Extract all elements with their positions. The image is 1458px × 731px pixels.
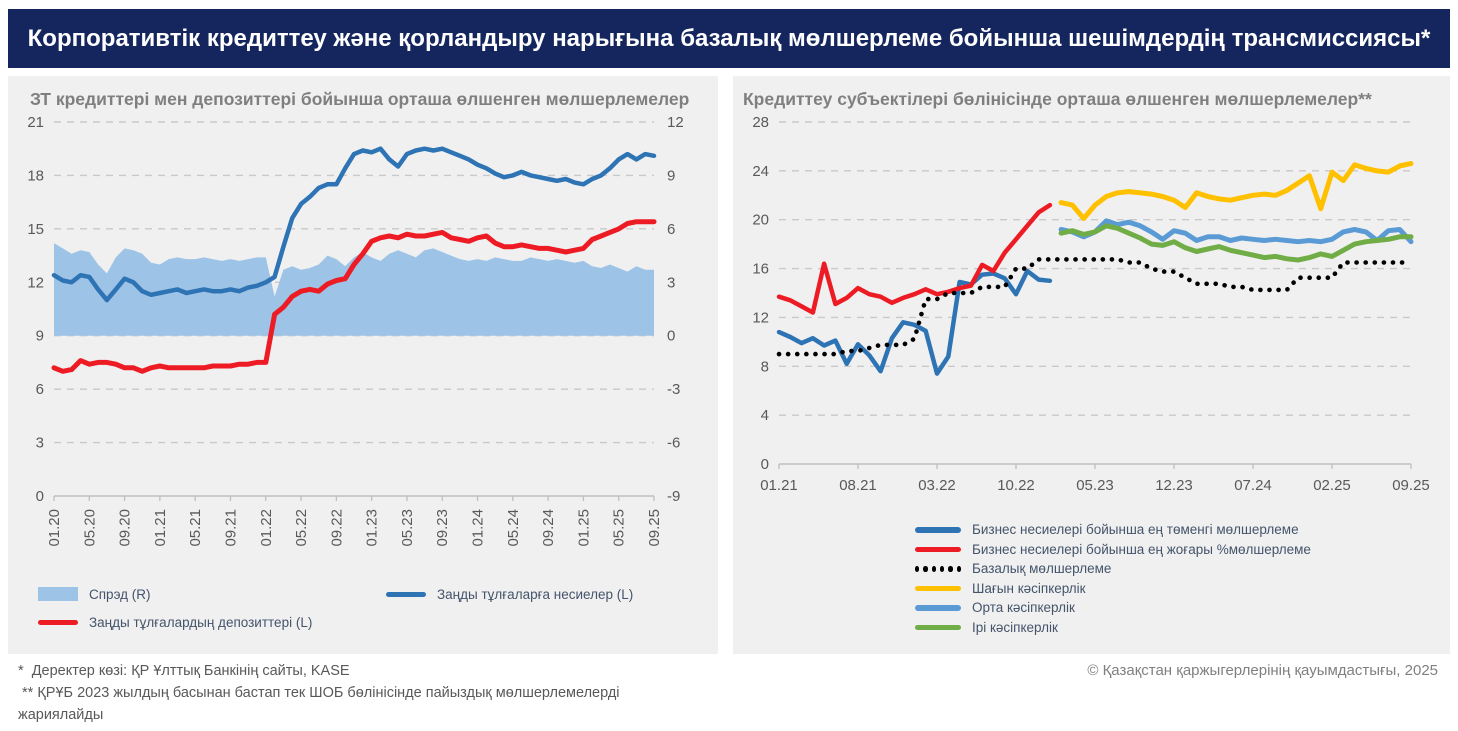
svg-text:28: 28 (752, 114, 769, 131)
svg-text:9: 9 (667, 167, 675, 184)
svg-text:05.22: 05.22 (293, 509, 310, 547)
svg-text:20: 20 (752, 212, 769, 229)
svg-text:-9: -9 (667, 488, 680, 505)
svg-text:3: 3 (667, 274, 675, 291)
svg-text:01.21: 01.21 (152, 509, 169, 547)
legend-dotted-swatch (915, 566, 961, 572)
legend-label: Заңды тұлғалардың депозиттері (L) (89, 614, 313, 630)
legend-label: Заңды тұлғаларға несиелер (L) (437, 586, 634, 602)
footnote-source: * Деректер көзі: ҚР Ұлттық Банкінің сайт… (18, 663, 350, 679)
svg-text:01.25: 01.25 (575, 509, 592, 547)
svg-text:21: 21 (27, 114, 44, 131)
svg-text:10.22: 10.22 (997, 477, 1035, 494)
svg-text:8: 8 (761, 358, 769, 375)
loans-deposits-panel: ЗТ кредиттері мен депозиттері бойынша ор… (8, 76, 718, 654)
svg-text:15: 15 (27, 221, 44, 238)
business-segments-panel: Кредиттеу субъектілері бөлінісінде орташ… (733, 76, 1450, 654)
copyright-note: © Қазақстан қаржыгерлерінің қауымдастығы… (1087, 662, 1438, 679)
svg-text:18: 18 (27, 167, 44, 184)
svg-text:05.23: 05.23 (399, 509, 416, 547)
legend-label: Базалық мөлшерлеме (972, 561, 1112, 577)
svg-text:12: 12 (752, 309, 769, 326)
legend-item-1: Бизнес несиелері бойынша ең жоғары %мөлш… (915, 540, 1450, 560)
legend-label: Бизнес несиелері бойынша ең төменгі мөлш… (972, 522, 1299, 538)
svg-text:01.24: 01.24 (470, 509, 487, 547)
legend-line-swatch (386, 591, 426, 597)
legend-item-0: Бизнес несиелері бойынша ең төменгі мөлш… (915, 520, 1450, 540)
business-segments-chart-title: Кредиттеу субъектілері бөлінісінде орташ… (743, 89, 1372, 109)
svg-text:03.22: 03.22 (918, 477, 956, 494)
svg-text:07.24: 07.24 (1234, 477, 1272, 494)
legend-line-swatch (915, 624, 961, 630)
legend-area-swatch (38, 587, 78, 601)
svg-text:0: 0 (36, 488, 44, 505)
legend-item-1: Заңды тұлғаларға несиелер (L) (386, 580, 633, 608)
svg-text:16: 16 (752, 261, 769, 278)
svg-text:4: 4 (761, 407, 769, 424)
svg-text:6: 6 (36, 381, 44, 398)
charts-row: ЗТ кредиттері мен депозиттері бойынша ор… (8, 76, 1450, 654)
legend-label: Спрэд (R) (89, 586, 151, 602)
loans-deposits-chart-title: ЗТ кредиттері мен депозиттері бойынша ор… (30, 89, 690, 109)
svg-text:05.23: 05.23 (1076, 477, 1114, 494)
svg-text:05.21: 05.21 (187, 509, 204, 547)
svg-text:01.21: 01.21 (760, 477, 798, 494)
svg-text:12: 12 (27, 274, 44, 291)
page-title-bar: Корпоративтік кредиттеу және қорландыру … (8, 9, 1450, 68)
svg-text:09.22: 09.22 (328, 509, 345, 547)
footnote-methodology: ** ҚРҰБ 2023 жылдың басынан бастап тек Ш… (18, 684, 624, 723)
legend-item-5: Ірі кәсіпкерлік (915, 618, 1450, 638)
legend-item-2: Базалық мөлшерлеме (915, 559, 1450, 579)
legend-line-swatch (915, 585, 961, 591)
legend-line-swatch (915, 546, 961, 552)
svg-text:08.21: 08.21 (839, 477, 877, 494)
svg-text:01.23: 01.23 (364, 509, 381, 547)
svg-text:09.21: 09.21 (222, 509, 239, 547)
legend-label: Ірі кәсіпкерлік (972, 619, 1058, 635)
svg-text:05.25: 05.25 (611, 509, 628, 547)
legend-line-swatch (915, 527, 961, 533)
legend-line-swatch (38, 619, 78, 625)
business-segments-legend: Бизнес несиелері бойынша ең төменгі мөлш… (915, 520, 1450, 637)
legend-item-4: Орта кәсіпкерлік (915, 598, 1450, 618)
svg-text:09.25: 09.25 (646, 509, 663, 547)
legend-label: Орта кәсіпкерлік (972, 600, 1075, 616)
loans-deposits-chart: 0 3 6 9 12 15 18 21 -9 -6 -3 0 3 6 9 12 01.20 05.20 09.20 0… (27, 114, 684, 547)
page-title: Корпоративтік кредиттеу және қорландыру … (27, 25, 1431, 52)
legend-item-0: Спрэд (R) (38, 580, 386, 608)
svg-text:09.25: 09.25 (1392, 477, 1430, 494)
svg-text:-3: -3 (667, 381, 680, 398)
legend-label: Бизнес несиелері бойынша ең жоғары %мөлш… (972, 541, 1311, 557)
svg-text:01.22: 01.22 (258, 509, 275, 547)
svg-text:12: 12 (667, 114, 684, 131)
svg-text:05.20: 05.20 (81, 509, 98, 547)
svg-text:09.24: 09.24 (540, 509, 557, 547)
svg-text:05.24: 05.24 (505, 509, 522, 547)
svg-text:12.23: 12.23 (1155, 477, 1193, 494)
loans-deposits-legend: Спрэд (R) Заңды тұлғаларға несиелер (L) За… (38, 580, 718, 636)
svg-text:0: 0 (761, 456, 769, 473)
svg-text:6: 6 (667, 221, 675, 238)
footnotes-area: * Деректер көзі: ҚР Ұлттық Банкінің сайт… (8, 661, 1450, 726)
svg-text:9: 9 (36, 328, 44, 345)
svg-text:24: 24 (752, 163, 769, 180)
legend-item-3: Шағын кәсіпкерлік (915, 579, 1450, 599)
svg-text:09.20: 09.20 (117, 509, 134, 547)
svg-text:3: 3 (36, 435, 44, 452)
svg-text:01.20: 01.20 (46, 509, 63, 547)
legend-line-swatch (915, 605, 961, 611)
svg-text:-6: -6 (667, 435, 680, 452)
svg-text:0: 0 (667, 328, 675, 345)
business-segments-chart: 0 4 8 12 16 20 24 28 01.21 08.21 03.22 10.22 05.23 12… (752, 114, 1430, 494)
svg-text:09.23: 09.23 (434, 509, 451, 547)
svg-text:02.25: 02.25 (1313, 477, 1351, 494)
legend-label: Шағын кәсіпкерлік (972, 580, 1086, 596)
legend-item-2: Заңды тұлғалардың депозиттері (L) (38, 608, 718, 636)
